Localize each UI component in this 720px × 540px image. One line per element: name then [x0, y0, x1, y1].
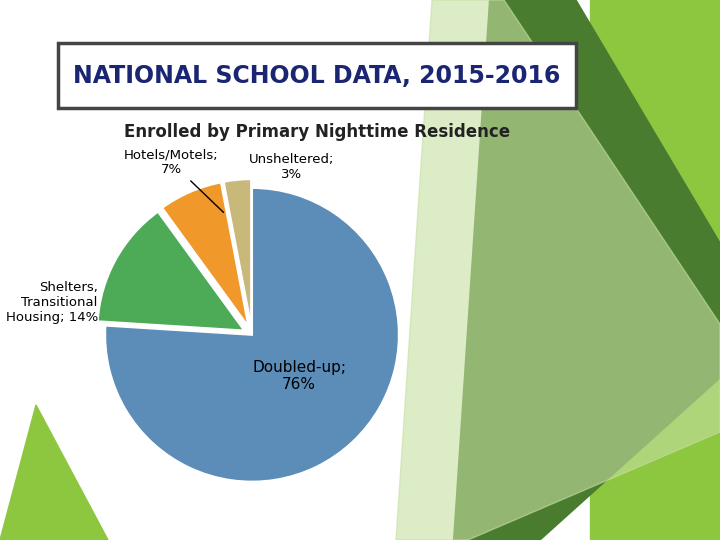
- Text: Doubled-up;
76%: Doubled-up; 76%: [252, 360, 346, 392]
- Text: Shelters,
Transitional
Housing; 14%: Shelters, Transitional Housing; 14%: [6, 281, 98, 324]
- Text: NATIONAL SCHOOL DATA, 2015-2016: NATIONAL SCHOOL DATA, 2015-2016: [73, 64, 560, 87]
- Wedge shape: [105, 188, 399, 482]
- Wedge shape: [162, 183, 248, 327]
- Text: Hotels/Motels;
7%: Hotels/Motels; 7%: [124, 148, 223, 212]
- Wedge shape: [98, 212, 244, 330]
- Text: Unsheltered;
3%: Unsheltered; 3%: [249, 153, 334, 180]
- Text: Enrolled by Primary Nighttime Residence: Enrolled by Primary Nighttime Residence: [124, 123, 510, 141]
- Wedge shape: [224, 179, 251, 326]
